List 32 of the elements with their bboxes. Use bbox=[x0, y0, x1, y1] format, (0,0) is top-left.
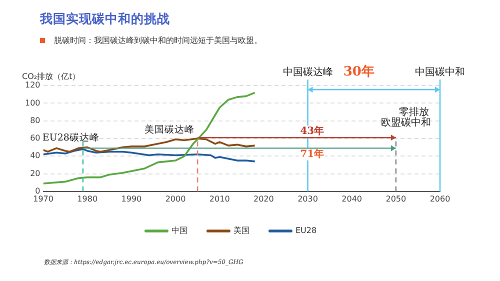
y-tick-label: 80 bbox=[30, 116, 40, 125]
y-tick-label: 0 bbox=[35, 186, 40, 196]
legend-label: EU28 bbox=[295, 226, 317, 236]
annotation: 43年 bbox=[300, 125, 324, 138]
y-tick-label: 20 bbox=[30, 168, 40, 178]
x-tick-label: 2020 bbox=[253, 194, 274, 204]
y-tick-label: 120 bbox=[24, 80, 40, 90]
y-tick-label: 60 bbox=[30, 134, 40, 143]
ref-line-label: 美国碳达峰 bbox=[144, 124, 195, 136]
chart-title: 我国实现碳中和的挑战 bbox=[40, 11, 170, 28]
ref-line-label: EU28碳达峰 bbox=[42, 132, 100, 144]
x-tick-label: 1980 bbox=[77, 194, 98, 204]
annotation: 71年 bbox=[300, 148, 324, 160]
x-tick-label: 1970 bbox=[33, 194, 54, 204]
y-tick-label: 100 bbox=[24, 98, 40, 108]
x-tick-label: 2060 bbox=[430, 194, 450, 204]
ref-line-label: 欧盟碳中和 bbox=[380, 116, 431, 129]
ref-line-label: 中国碳中和 bbox=[415, 66, 465, 78]
chart-subtitle: 脱碳时间：我国碳达峰到碳中和的时间远短于美国与欧盟。 bbox=[54, 35, 262, 46]
x-tick-label: 2040 bbox=[342, 194, 362, 204]
legend-label: 中国 bbox=[171, 226, 188, 236]
x-tick-label: 2030 bbox=[298, 194, 318, 204]
ref-line-label: 中国碳达峰 bbox=[282, 66, 333, 78]
x-tick-label: 1990 bbox=[121, 194, 142, 204]
text: 30年 bbox=[343, 64, 374, 80]
x-tick-label: 2000 bbox=[165, 194, 186, 204]
annotation: 零排放 bbox=[398, 106, 429, 118]
x-tick-label: 2050 bbox=[386, 194, 406, 204]
legend-label: 美国 bbox=[233, 226, 250, 236]
x-tick-label: 2010 bbox=[209, 194, 230, 204]
y-tick-label: 40 bbox=[30, 151, 40, 160]
y-axis-title: CO₂排放（亿t） bbox=[22, 72, 80, 81]
